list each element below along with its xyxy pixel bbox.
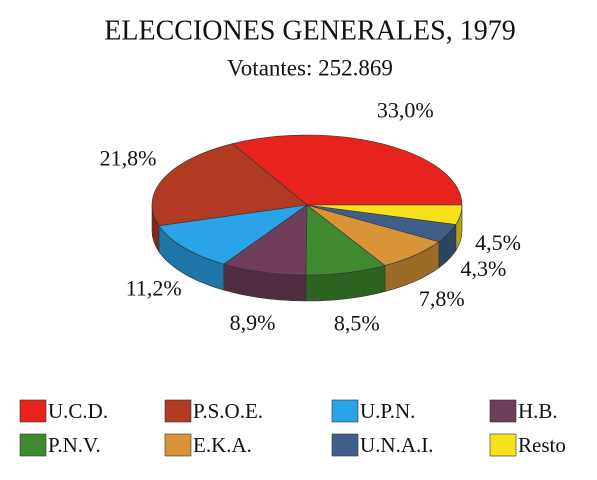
data-label: 8,9% — [230, 310, 276, 335]
legend-swatch — [19, 433, 47, 457]
data-label: 4,3% — [460, 256, 506, 281]
slice — [158, 204, 308, 265]
legend-label: E.K.A. — [193, 433, 252, 457]
data-label: 21,8% — [100, 145, 157, 170]
data-label: 11,2% — [126, 276, 182, 301]
legend-label: H.B. — [518, 399, 558, 423]
legend-label: U.N.A.I. — [360, 433, 434, 457]
data-label: 7,8% — [419, 286, 465, 311]
legend-swatch — [489, 433, 517, 457]
legend-swatch — [489, 399, 517, 423]
legend-swatch — [331, 433, 359, 457]
chart-subtitle: Votantes: 252.869 — [227, 55, 393, 80]
data-label: 4,5% — [475, 230, 521, 255]
chart-title: ELECCIONES GENERALES, 1979 — [104, 15, 515, 46]
slice — [223, 204, 308, 276]
slice — [151, 143, 308, 227]
legend-label: U.P.N. — [360, 399, 415, 423]
data-label: 8,5% — [334, 311, 380, 336]
legend-swatch — [19, 399, 47, 423]
data-label: 33,0% — [377, 98, 434, 123]
legend-swatch — [164, 433, 192, 457]
legend-swatch — [331, 399, 359, 423]
legend-label: Resto — [518, 433, 566, 457]
legend-label: P.N.V. — [48, 433, 101, 457]
legend-label: P.S.O.E. — [193, 399, 263, 423]
slice — [306, 204, 463, 225]
legend-label: U.C.D. — [48, 399, 108, 423]
legend-swatch — [164, 399, 192, 423]
slice — [231, 134, 463, 206]
